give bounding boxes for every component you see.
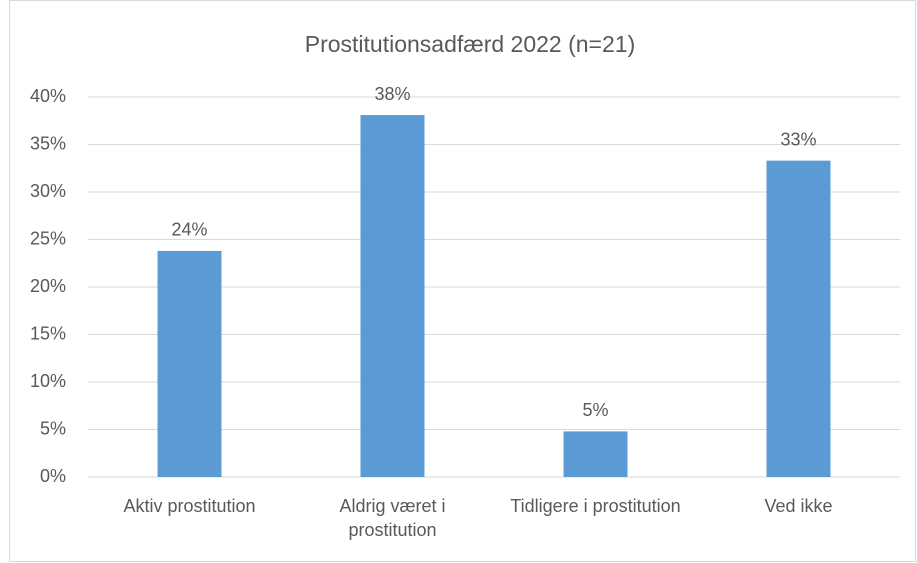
bar xyxy=(360,115,425,478)
y-tick-label: 40% xyxy=(30,86,66,106)
y-tick-label: 25% xyxy=(30,228,66,248)
bar xyxy=(563,431,628,477)
y-tick-label: 35% xyxy=(30,133,66,153)
chart-title: Prostitutionsadfærd 2022 (n=21) xyxy=(305,31,636,57)
y-tick-label: 10% xyxy=(30,371,66,391)
data-label: 38% xyxy=(374,84,410,104)
x-tick-label: Aldrig været i prostitution xyxy=(339,496,446,540)
data-label: 24% xyxy=(171,220,207,240)
data-label: 5% xyxy=(582,400,608,420)
chart-border xyxy=(9,0,916,562)
bar xyxy=(766,160,831,477)
bar xyxy=(157,250,222,477)
x-tick-label: Ved ikke xyxy=(764,496,833,516)
data-label: 33% xyxy=(780,129,816,149)
y-tick-label: 20% xyxy=(30,276,66,296)
y-tick-label: 5% xyxy=(40,418,66,438)
y-tick-label: 0% xyxy=(40,466,66,486)
y-tick-label: 30% xyxy=(30,181,66,201)
x-tick-label: Tidligere i prostitution xyxy=(510,496,681,516)
y-tick-label: 15% xyxy=(30,323,66,343)
x-tick-label: Aktiv prostitution xyxy=(123,496,256,516)
